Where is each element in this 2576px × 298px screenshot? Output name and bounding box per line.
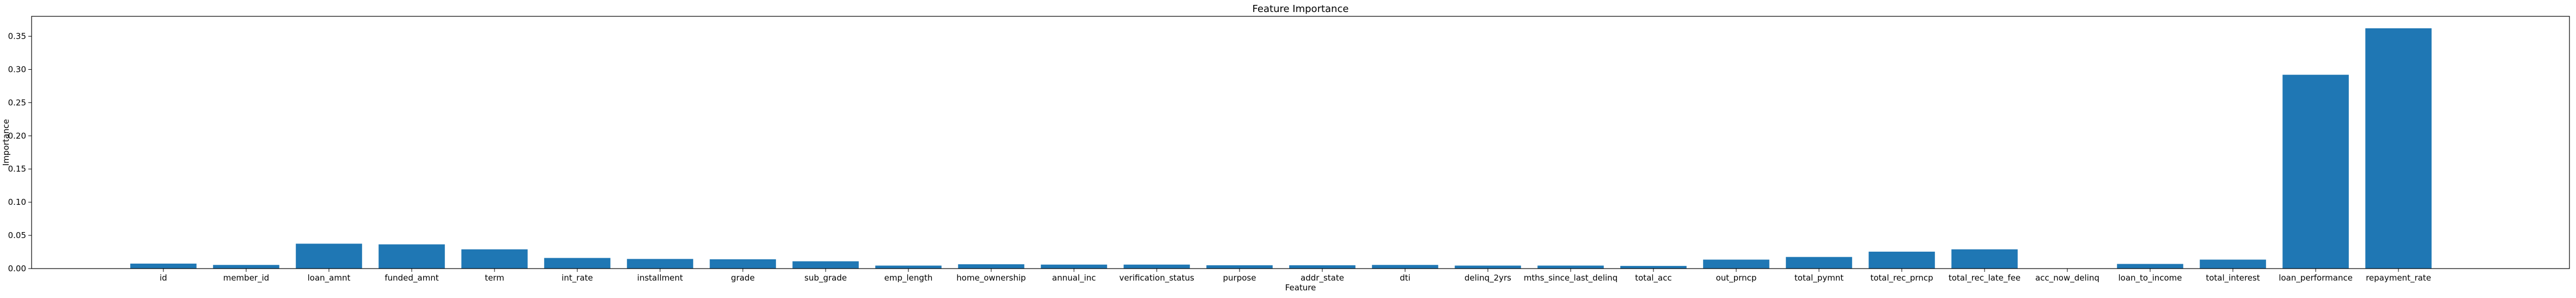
bar-mths-since-last-delinq	[1537, 265, 1604, 269]
bar-delinq-2yrs	[1455, 265, 1521, 269]
x-axis-label: Feature	[1285, 283, 1316, 293]
bar-int-rate	[544, 258, 611, 269]
bar-total-rec-prncp	[1869, 251, 1935, 269]
y-tick-label: 0.10	[8, 197, 26, 207]
x-axis: id member_id loan_amnt funded_amnt term int_r…	[160, 269, 2431, 283]
plot-frame	[31, 16, 2570, 269]
x-tick-label: id	[160, 273, 167, 283]
x-tick-label: dti	[1400, 273, 1411, 283]
bars-group	[130, 28, 2432, 269]
x-tick-label: term	[485, 273, 504, 283]
x-tick-label: home_ownership	[956, 273, 1025, 283]
x-tick-label: total_rec_prncp	[1870, 273, 1933, 283]
bar-out-prncp	[1703, 259, 1769, 269]
y-tick-label: 0.20	[8, 131, 26, 141]
bar-loan-amnt	[296, 244, 362, 269]
x-tick-label: delinq_2yrs	[1464, 273, 1511, 283]
y-tick-label: 0.15	[8, 164, 26, 174]
bar-loan-performance	[2282, 75, 2349, 269]
x-tick-label: grade	[731, 273, 755, 283]
y-tick-label: 0.30	[8, 64, 26, 74]
y-tick-label: 0.25	[8, 98, 26, 107]
bar-purpose	[1206, 265, 1273, 269]
bar-total-acc	[1620, 266, 1687, 269]
x-tick-label: emp_length	[884, 273, 933, 283]
x-tick-label: total_rec_late_fee	[1949, 273, 2020, 283]
x-tick-label: installment	[637, 273, 683, 283]
chart-title: Feature Importance	[1253, 3, 1349, 15]
x-tick-label: verification_status	[1119, 273, 1194, 283]
x-tick-label: member_id	[223, 273, 270, 283]
bar-total-interest	[2200, 259, 2266, 269]
bar-verification-status	[1124, 264, 1190, 269]
bar-sub-grade	[792, 261, 859, 269]
bar-member-id	[213, 265, 279, 269]
x-tick-label: sub_grade	[804, 273, 847, 283]
bar-home-ownership	[958, 264, 1024, 269]
x-tick-label: repayment_rate	[2366, 273, 2431, 283]
x-tick-label: total_acc	[1635, 273, 1672, 283]
bar-addr-state	[1289, 265, 1356, 269]
x-tick-label: annual_inc	[1052, 273, 1096, 283]
x-tick-label: loan_performance	[2279, 273, 2353, 283]
bar-repayment-rate	[2365, 28, 2432, 269]
bar-emp-length	[875, 265, 942, 269]
x-tick-label: addr_state	[1301, 273, 1344, 283]
bar-term	[461, 249, 528, 269]
x-tick-label: loan_amnt	[308, 273, 351, 283]
bar-loan-to-income	[2117, 264, 2183, 269]
x-tick-label: total_pymnt	[1794, 273, 1844, 283]
y-axis-label: Importance	[1, 119, 11, 166]
y-axis: 0.00 0.05 0.10 0.15 0.20 0.25 0.30 0.35	[8, 32, 32, 273]
y-tick-label: 0.00	[8, 264, 26, 273]
bar-installment	[627, 259, 693, 269]
bar-funded-amnt	[379, 244, 445, 269]
bar-annual-inc	[1041, 264, 1107, 269]
x-tick-label: mths_since_last_delinq	[1524, 273, 1617, 283]
x-tick-label: int_rate	[561, 273, 593, 283]
y-tick-label: 0.05	[8, 230, 26, 240]
bar-id	[130, 263, 197, 269]
bar-grade	[710, 259, 776, 269]
x-tick-label: acc_now_delinq	[2035, 273, 2099, 283]
bar-dti	[1372, 265, 1438, 269]
x-tick-label: loan_to_income	[2118, 273, 2182, 283]
x-tick-label: purpose	[1223, 273, 1256, 283]
bar-total-rec-late-fee	[1951, 249, 2018, 269]
y-tick-label: 0.35	[8, 32, 26, 41]
x-tick-label: total_interest	[2206, 273, 2260, 283]
x-tick-label: funded_amnt	[384, 273, 438, 283]
x-tick-label: out_prncp	[1716, 273, 1757, 283]
bar-total-pymnt	[1786, 257, 1852, 269]
